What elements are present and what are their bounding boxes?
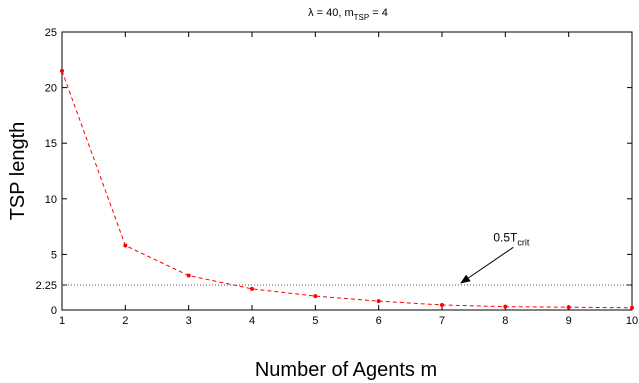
data-point [250, 286, 254, 291]
y-tick-label: 5 [51, 249, 57, 261]
x-tick-label: 6 [376, 315, 382, 327]
data-point [503, 304, 508, 309]
annotation-text: 0.5Tcrit [493, 230, 530, 247]
data-point [313, 294, 318, 299]
chart-title: λ = 40, mTSP = 4 [308, 7, 388, 22]
y-tick-label: 20 [45, 83, 57, 95]
data-point [186, 273, 191, 278]
x-tick-label: 8 [502, 315, 508, 327]
y-tick-label: 25 [45, 27, 57, 39]
y-axis-label: TSP length [7, 122, 29, 221]
data-point [60, 68, 64, 73]
x-tick-label: 9 [566, 315, 572, 327]
data-point [376, 299, 381, 304]
chart-title-suffix: = 4 [369, 7, 388, 19]
y-tick-label: 2.25 [36, 280, 57, 292]
data-point [440, 302, 444, 307]
series-line [61, 70, 633, 309]
x-tick-label: 7 [439, 315, 445, 327]
data-points [60, 68, 634, 310]
data-point [566, 305, 571, 310]
data-point [630, 305, 634, 310]
x-tick-label: 2 [122, 315, 128, 327]
x-tick-label: 1 [59, 315, 65, 327]
x-tick-label: 3 [186, 315, 192, 327]
data-point [123, 243, 128, 248]
x-axis-label: Number of Agents m [255, 359, 437, 381]
chart-title-prefix: λ = 40, m [308, 7, 354, 19]
y-tick-label: 0 [51, 305, 57, 317]
ticks: 1 2 3 4 5 6 7 8 9 10 0 2.25 5 10 15 20 25 [36, 27, 639, 327]
annotation-main: 0.5T [493, 230, 518, 244]
x-tick-label: 5 [312, 315, 318, 327]
x-tick-label: 4 [249, 315, 255, 327]
y-tick-label: 15 [45, 138, 57, 150]
annotation-arrow [460, 246, 514, 284]
y-tick-label: 10 [45, 194, 57, 206]
chart-title-subscript: TSP [354, 13, 370, 22]
annotation-subscript: crit [517, 237, 529, 247]
plot-area [61, 31, 633, 311]
x-tick-label: 10 [626, 315, 638, 327]
